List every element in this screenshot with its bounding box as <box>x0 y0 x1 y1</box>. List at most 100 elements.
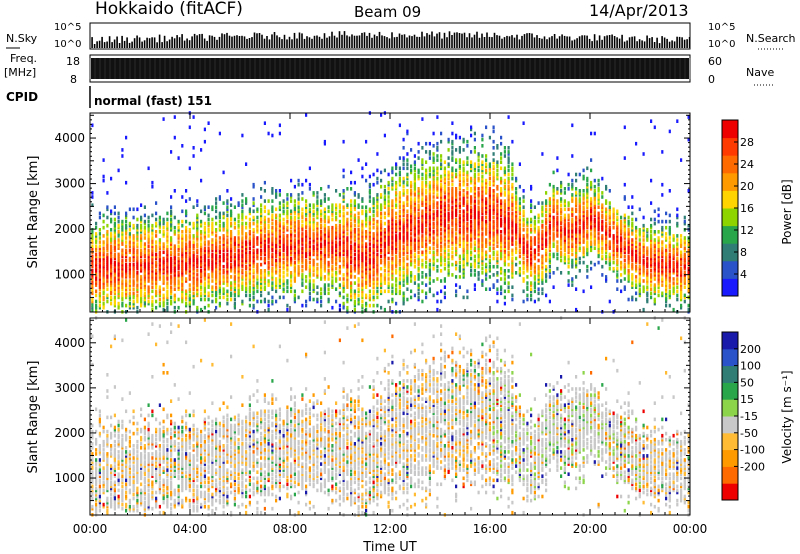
power-cell <box>361 285 364 289</box>
power-cell <box>488 172 491 177</box>
power-cell <box>196 283 199 287</box>
power-cell <box>125 232 128 236</box>
power-cell <box>305 299 308 304</box>
power-cell <box>147 236 150 240</box>
power-cell <box>387 264 390 269</box>
power-cell <box>338 285 341 289</box>
power-cell <box>443 285 446 289</box>
power-cell <box>147 258 150 263</box>
power-cell <box>173 262 176 267</box>
power-cell <box>436 148 439 152</box>
power-cell <box>222 258 225 263</box>
power-cell <box>110 283 113 287</box>
power-cell <box>443 242 446 246</box>
power-cell <box>132 305 135 310</box>
power-cell <box>218 236 221 240</box>
power-cell <box>293 207 296 212</box>
power-cell <box>451 205 454 209</box>
power-cell <box>421 189 424 193</box>
power-cell <box>500 242 503 246</box>
power-cell <box>421 250 424 255</box>
power-cell <box>473 232 476 236</box>
power-cell <box>458 160 461 164</box>
power-cell <box>113 260 116 265</box>
power-cell <box>121 260 124 265</box>
power-cell <box>241 225 244 230</box>
power-cell <box>391 266 394 271</box>
power-cell <box>140 250 143 255</box>
power-cell <box>376 219 379 224</box>
power-cell <box>481 178 484 183</box>
power-cell <box>335 250 338 255</box>
power-cell <box>117 301 120 306</box>
power-cell <box>230 197 233 201</box>
power-cell <box>346 305 349 310</box>
power-cell <box>346 242 349 246</box>
power-cell <box>203 225 206 230</box>
power-cell <box>406 203 409 207</box>
nsky-bar <box>131 41 133 48</box>
power-cell <box>350 271 353 275</box>
power-cell <box>290 258 293 263</box>
power-cell <box>368 297 371 302</box>
power-cell <box>406 232 409 236</box>
power-cell <box>353 295 356 300</box>
power-cell <box>428 266 431 271</box>
power-cell <box>248 289 251 294</box>
power-cell <box>507 195 510 199</box>
power-cell <box>353 191 356 195</box>
power-cell <box>230 209 233 214</box>
power-cell <box>230 217 233 222</box>
power-cell <box>95 273 98 277</box>
power-cell <box>380 289 383 294</box>
power-cell <box>338 213 341 218</box>
power-cell <box>305 252 308 257</box>
power-cell <box>248 297 251 302</box>
power-cell <box>188 287 191 291</box>
power-cell <box>425 180 428 185</box>
power-cell <box>245 246 248 250</box>
power-cell <box>507 191 510 195</box>
power-cell <box>335 205 338 209</box>
power-cell <box>260 215 263 220</box>
nsky-bar <box>98 40 101 48</box>
nsky-bar <box>541 38 543 48</box>
power-cell <box>440 197 443 201</box>
power-cell <box>117 273 120 277</box>
power-cell <box>365 269 368 273</box>
power-cell <box>417 258 420 263</box>
power-cell <box>286 197 289 201</box>
power-cell <box>421 299 424 304</box>
power-cell <box>395 191 398 195</box>
power-cell <box>245 199 248 203</box>
power-cell <box>500 240 503 244</box>
power-cell <box>428 174 431 179</box>
power-cell <box>380 285 383 289</box>
power-cell <box>113 205 116 209</box>
power-cell <box>455 248 458 253</box>
power-cell <box>91 285 94 289</box>
power-cell <box>200 219 203 224</box>
power-cell <box>380 242 383 246</box>
power-cell <box>282 234 285 238</box>
freq-unit: [MHz] <box>4 66 36 79</box>
power-cell <box>128 234 131 238</box>
power-cell <box>398 228 401 232</box>
power-cell <box>455 148 458 152</box>
power-cell <box>372 285 375 289</box>
power-cell <box>398 244 401 248</box>
power-cell <box>496 197 499 201</box>
power-cell <box>271 225 274 230</box>
power-cell <box>248 211 251 216</box>
power-cell <box>451 158 454 162</box>
power-cell <box>477 264 480 269</box>
power-cell <box>106 234 109 238</box>
power-cell <box>308 256 311 261</box>
power-cell <box>436 215 439 220</box>
power-cell <box>185 264 188 269</box>
power-cell <box>368 184 371 189</box>
power-cell <box>462 209 465 214</box>
power-cell <box>335 203 338 207</box>
power-cell <box>271 281 274 285</box>
power-cell <box>473 258 476 263</box>
